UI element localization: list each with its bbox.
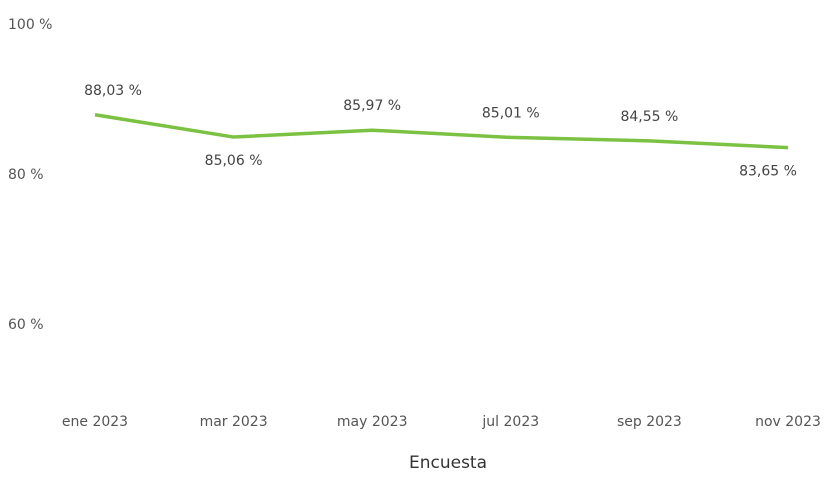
y-tick-label: 80 % (8, 167, 44, 183)
x-tick-label: sep 2023 (617, 414, 682, 430)
y-tick-label: 60 % (8, 317, 44, 333)
data-label: 85,01 % (482, 105, 540, 121)
x-axis-title: Encuesta (409, 453, 487, 473)
data-label: 85,06 % (205, 153, 263, 169)
x-tick-label: nov 2023 (755, 414, 821, 430)
x-tick-label: mar 2023 (200, 414, 268, 430)
data-line (94, 113, 789, 150)
x-tick-label: jul 2023 (481, 414, 539, 430)
data-label: 88,03 % (84, 83, 142, 99)
data-label: 85,97 % (343, 98, 401, 114)
data-label: 83,65 % (739, 164, 797, 180)
data-label: 84,55 % (620, 109, 678, 125)
y-tick-label: 100 % (8, 17, 52, 33)
x-tick-label: may 2023 (337, 414, 408, 430)
x-tick-label: ene 2023 (62, 414, 128, 430)
